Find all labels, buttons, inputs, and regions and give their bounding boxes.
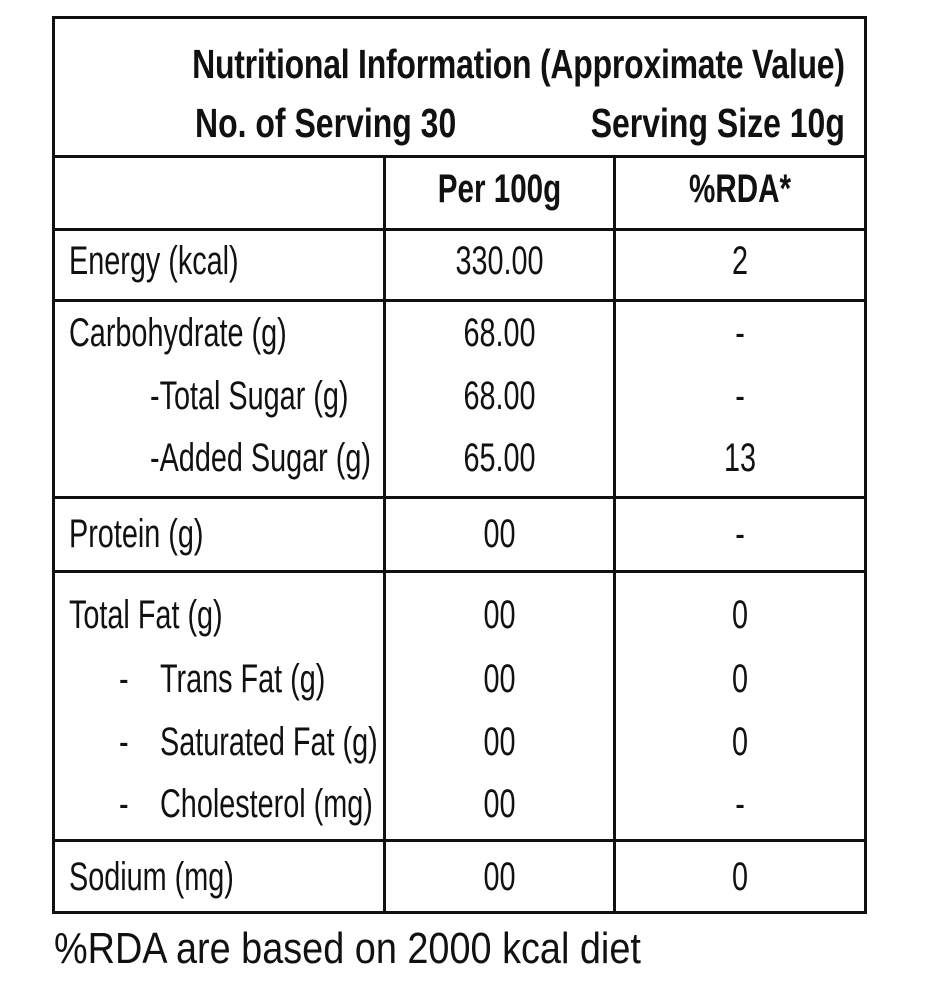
row-bullet-saturated-fat: - — [119, 720, 129, 764]
nutrition-table: Nutritional Information (Approximate Val… — [52, 16, 867, 914]
column-header-per-100g: Per 100g — [437, 167, 562, 211]
row-value-saturated-fat-rda: 0 — [731, 720, 749, 764]
serving-size: Serving Size 10g — [590, 100, 845, 146]
row-label-carbohydrate: Carbohydrate (g) — [69, 311, 287, 355]
row-value-total-fat-per100g: 00 — [483, 593, 516, 637]
row-divider — [55, 299, 864, 302]
row-label-trans-fat: Trans Fat (g) — [160, 657, 326, 701]
row-divider — [55, 570, 864, 573]
row-value-saturated-fat-per100g: 00 — [483, 720, 516, 764]
row-divider — [55, 496, 864, 499]
row-label-energy: Energy (kcal) — [69, 239, 239, 283]
row-value-cholesterol-per100g: 00 — [483, 782, 516, 826]
rda-footnote: %RDA are based on 2000 kcal diet — [54, 924, 641, 973]
row-value-carbohydrate-rda: - — [735, 311, 745, 355]
row-value-protein-per100g: 00 — [483, 512, 516, 556]
column-header-rda: %RDA* — [689, 167, 791, 211]
row-bullet-trans-fat: - — [119, 657, 129, 701]
row-label-total-sugar: -Total Sugar (g) — [150, 374, 349, 418]
column-divider-1 — [383, 158, 386, 911]
row-label-sodium: Sodium (mg) — [69, 855, 234, 899]
column-divider-2 — [613, 158, 616, 911]
row-divider — [55, 228, 864, 231]
row-label-cholesterol: Cholesterol (mg) — [160, 782, 373, 826]
row-value-carbohydrate-per100g: 68.00 — [463, 311, 536, 355]
table-header: Nutritional Information (Approximate Val… — [55, 19, 864, 158]
row-value-total-sugar-rda: - — [735, 374, 745, 418]
row-label-total-fat: Total Fat (g) — [69, 593, 223, 637]
row-value-protein-rda: - — [735, 512, 745, 556]
row-value-total-fat-rda: 0 — [731, 593, 749, 637]
row-bullet-cholesterol: - — [119, 782, 129, 826]
row-value-trans-fat-per100g: 00 — [483, 657, 516, 701]
row-value-added-sugar-per100g: 65.00 — [463, 436, 536, 480]
row-label-added-sugar: -Added Sugar (g) — [150, 436, 371, 480]
row-value-energy-rda: 2 — [731, 239, 749, 283]
row-value-sodium-rda: 0 — [731, 855, 749, 899]
row-label-protein: Protein (g) — [69, 512, 204, 556]
row-value-cholesterol-rda: - — [735, 782, 745, 826]
row-label-saturated-fat: Saturated Fat (g) — [160, 720, 378, 764]
servings-count: No. of Serving 30 — [195, 100, 457, 146]
row-value-trans-fat-rda: 0 — [731, 657, 749, 701]
row-value-energy-per100g: 330.00 — [455, 239, 544, 283]
row-value-total-sugar-per100g: 68.00 — [463, 374, 536, 418]
table-title: Nutritional Information (Approximate Val… — [192, 41, 845, 87]
row-value-sodium-per100g: 00 — [483, 855, 516, 899]
row-divider — [55, 839, 864, 842]
row-value-added-sugar-rda: 13 — [723, 436, 757, 480]
